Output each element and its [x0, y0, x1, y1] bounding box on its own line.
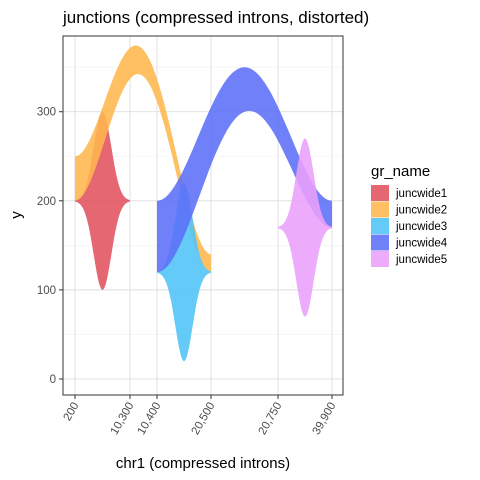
legend: gr_name juncwide1 juncwide2 juncwide3 juncw…	[371, 163, 448, 267]
y-axis: 0 100 200 300	[37, 107, 63, 386]
legend-label-juncwide4: juncwide4	[395, 238, 448, 250]
legend-key-juncwide3	[371, 218, 389, 234]
y-tick-label: 100	[37, 285, 56, 297]
x-axis: 200 10,300 10,400 20,500 20,750 39,900	[62, 395, 339, 437]
legend-label-juncwide3: juncwide3	[395, 221, 447, 233]
y-tick-label: 200	[37, 196, 56, 208]
x-tick-label: 10,400	[136, 401, 164, 437]
x-tick-label: 200	[62, 401, 82, 424]
legend-key-juncwide1	[371, 185, 389, 201]
x-tick-label: 20,500	[190, 401, 218, 437]
legend-label-juncwide2: juncwide2	[395, 205, 447, 217]
legend-key-juncwide5	[371, 251, 389, 267]
legend-label-juncwide1: juncwide1	[395, 188, 447, 200]
legend-label-juncwide5: juncwide5	[395, 254, 447, 266]
y-tick-label: 0	[50, 374, 56, 386]
y-tick-label: 300	[37, 107, 56, 119]
x-tick-label: 10,300	[109, 401, 137, 437]
y-axis-title: y	[8, 211, 25, 219]
legend-title: gr_name	[371, 163, 430, 180]
x-axis-title: chr1 (compressed introns)	[116, 455, 290, 472]
x-tick-label: 20,750	[257, 401, 285, 437]
legend-key-juncwide2	[371, 202, 389, 218]
legend-key-juncwide4	[371, 235, 389, 251]
chart-title: junctions (compressed introns, distorted…	[62, 8, 369, 27]
x-tick-label: 39,900	[311, 401, 339, 437]
